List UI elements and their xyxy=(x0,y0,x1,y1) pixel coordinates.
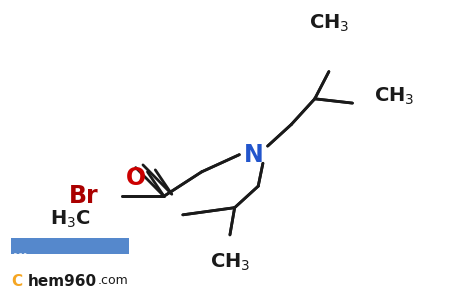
Text: .com: .com xyxy=(98,274,129,287)
Text: H$_3$C: H$_3$C xyxy=(50,209,91,230)
Text: CH$_3$: CH$_3$ xyxy=(309,12,349,33)
Text: hem960: hem960 xyxy=(27,274,96,289)
Text: Br: Br xyxy=(69,184,99,208)
Text: N: N xyxy=(244,143,264,167)
Text: CH$_3$: CH$_3$ xyxy=(374,85,414,107)
Text: CH$_3$: CH$_3$ xyxy=(210,251,250,273)
Bar xyxy=(11,238,128,253)
Text: C: C xyxy=(11,274,22,289)
Text: 960  化 工 网: 960 化 工 网 xyxy=(13,252,51,261)
Text: O: O xyxy=(126,166,146,190)
